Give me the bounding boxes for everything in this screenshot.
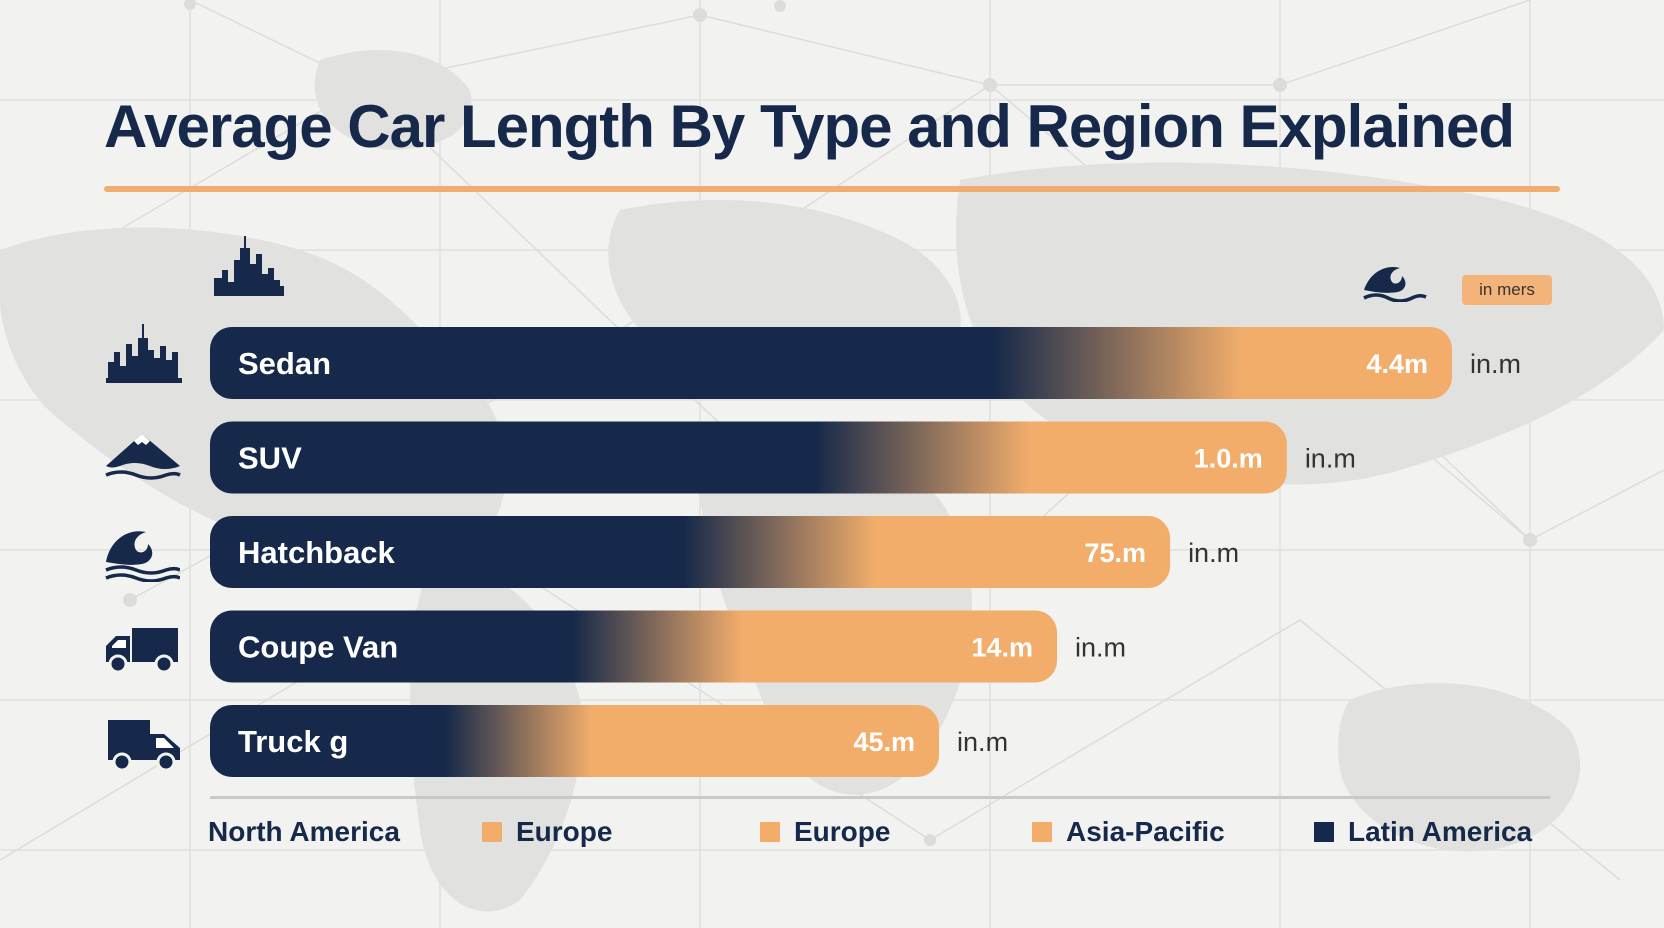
bar-unit-label: in.m bbox=[1305, 444, 1356, 474]
city-skyline-icon bbox=[214, 236, 284, 296]
bar-unit-label: in.m bbox=[957, 727, 1008, 757]
wave-icon bbox=[1363, 266, 1427, 302]
bar-unit-label: in.m bbox=[1075, 633, 1126, 663]
chart-title: Average Car Length By Type and Region Ex… bbox=[104, 93, 1515, 160]
legend-item: North America bbox=[208, 814, 400, 850]
bar-category-label: Coupe Van bbox=[238, 630, 398, 665]
legend-item: Latin America bbox=[1314, 814, 1532, 850]
van-icon bbox=[108, 720, 180, 772]
bar-value-label: 14.m bbox=[971, 633, 1033, 663]
legend-label: Europe bbox=[794, 816, 891, 847]
legend-swatch bbox=[760, 822, 780, 842]
bar-unit-label: in.m bbox=[1188, 538, 1239, 568]
bar bbox=[210, 421, 1287, 494]
bar bbox=[210, 327, 1452, 399]
bar-value-label: 75.m bbox=[1085, 538, 1147, 568]
legend-swatch bbox=[1314, 822, 1334, 842]
bar-value-label: 1.0.m bbox=[1194, 444, 1263, 474]
truck-icon bbox=[106, 628, 178, 674]
legend-label: Latin America bbox=[1348, 816, 1533, 847]
wave-icon bbox=[105, 531, 180, 582]
bar-value-label: 45.m bbox=[854, 727, 916, 757]
legend-item: Asia-Pacific bbox=[1032, 814, 1225, 850]
legend-item: Europe bbox=[760, 814, 890, 850]
unit-badge: in mers bbox=[1462, 275, 1552, 305]
legend-label: Asia-Pacific bbox=[1066, 816, 1225, 847]
bar bbox=[210, 516, 1171, 588]
bar-category-label: Sedan bbox=[238, 346, 331, 381]
bar-category-label: SUV bbox=[238, 441, 302, 476]
bar-category-label: Truck g bbox=[238, 724, 348, 759]
legend-swatch bbox=[1032, 822, 1052, 842]
city-skyline-icon bbox=[106, 324, 182, 383]
legend-label: North America bbox=[208, 816, 400, 847]
legend-item: Europe bbox=[482, 814, 612, 850]
bar bbox=[210, 705, 940, 777]
chart-baseline bbox=[210, 796, 1550, 799]
bar bbox=[210, 610, 1058, 683]
bar-value-label: 4.4m bbox=[1366, 349, 1428, 379]
title-underline bbox=[104, 186, 1560, 192]
bar-unit-label: in.m bbox=[1470, 349, 1521, 379]
mountain-icon bbox=[105, 434, 181, 480]
legend-label: Europe bbox=[516, 816, 613, 847]
legend-swatch bbox=[482, 822, 502, 842]
bar-category-label: Hatchback bbox=[238, 535, 396, 570]
